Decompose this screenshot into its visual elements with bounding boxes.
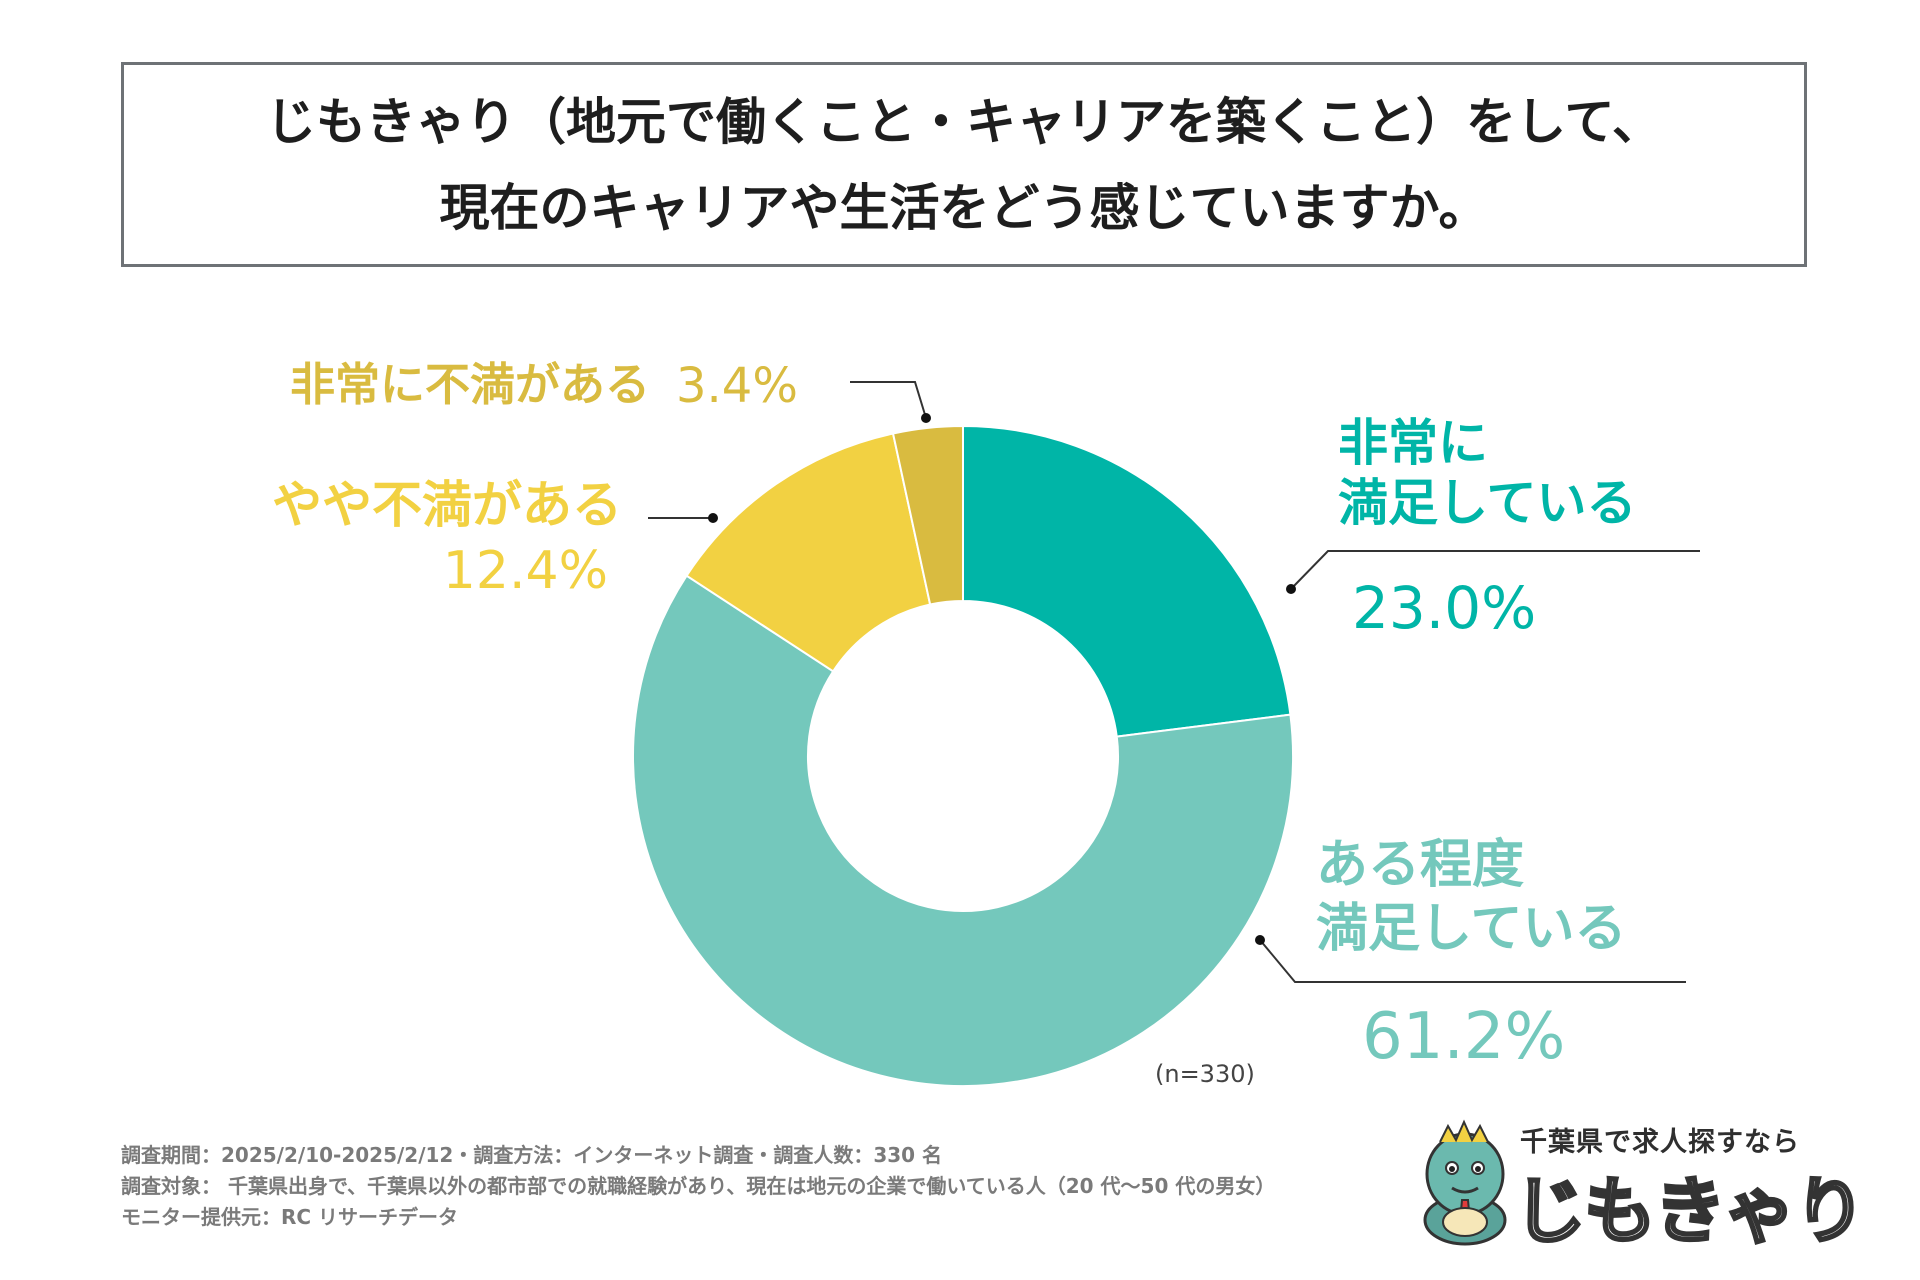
- footnote-line-1: 調査期間：2025/2/10-2025/2/12・調査方法：インターネット調査・…: [121, 1143, 943, 1167]
- title-line-1: じもきゃり（地元で働くこと・キャリアを築くこと）をして、: [266, 92, 1662, 151]
- slice-very-dissatisfied: [891, 424, 964, 606]
- footnote-line-2: 調査対象： 千葉県出身で、千葉県以外の都市部での就職経験があり、現在は地元の企業…: [121, 1174, 1276, 1198]
- value-very-dissatisfied: 3.4%: [676, 358, 798, 414]
- title-line-2: 現在のキャリアや生活をどう感じていますか。: [439, 178, 1489, 237]
- leader-line-very-satisfied: [1290, 550, 1700, 590]
- logo-subtitle: 千葉県で求人探すなら: [1520, 1127, 1800, 1158]
- leader-dot-very-dissatisfied: [921, 413, 931, 423]
- label-somewhat-satisfied-line1: ある程度: [1316, 835, 1524, 895]
- label-very-satisfied-line2: 満足している: [1338, 474, 1637, 532]
- slice-somewhat-satisfied: [632, 574, 1294, 1087]
- mascot-icon: [1423, 1119, 1507, 1246]
- label-very-dissatisfied: 非常に不満がある: [290, 358, 650, 411]
- logo-name: じもきゃり: [1512, 1168, 1867, 1255]
- title-box: じもきゃり（地元で働くこと・キャリアを築くこと）をして、 現在のキャリアや生活を…: [121, 62, 1807, 267]
- survey-footnote: 調査期間：2025/2/10-2025/2/12・調査方法：インターネット調査・…: [121, 1140, 1275, 1233]
- label-somewhat-dissatisfied: やや不満がある: [272, 476, 622, 534]
- value-somewhat-satisfied: 61.2%: [1362, 1000, 1565, 1074]
- brand-logo: 千葉県で求人探すなら じもきゃり: [1410, 1112, 1868, 1255]
- leader-line-somewhat-satisfied: [1259, 939, 1686, 983]
- leader-line-very-dissatisfied: [850, 381, 927, 419]
- leader-dot-somewhat-satisfied: [1255, 935, 1265, 945]
- slice-somewhat-dissatisfied: [685, 432, 932, 673]
- value-very-satisfied: 23.0%: [1352, 574, 1536, 642]
- label-very-satisfied-line1: 非常に: [1338, 414, 1488, 472]
- sample-size: (n=330): [1155, 1060, 1255, 1088]
- footnote-line-3: モニター提供元：RC リサーチデータ: [121, 1205, 459, 1229]
- slice-very-satisfied: [962, 424, 1292, 738]
- donut-slices: [632, 424, 1294, 1087]
- label-somewhat-satisfied-line2: 満足している: [1316, 899, 1626, 959]
- value-somewhat-dissatisfied: 12.4%: [443, 541, 608, 601]
- leader-dot-somewhat-dissatisfied: [708, 513, 718, 523]
- leader-dot-very-satisfied: [1286, 584, 1296, 594]
